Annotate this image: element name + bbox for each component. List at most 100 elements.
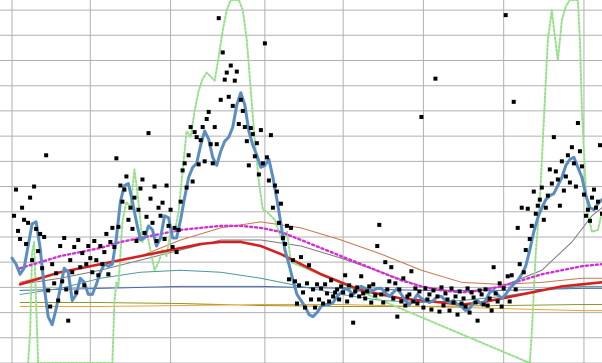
scatter-point-244 bbox=[501, 286, 506, 291]
scatter-point-191 bbox=[395, 314, 400, 319]
scatter-point-188 bbox=[389, 265, 394, 270]
scatter-point-288 bbox=[589, 195, 594, 200]
scatter-point-289 bbox=[591, 187, 596, 192]
scatter-point-109 bbox=[230, 103, 235, 108]
scatter-point-285 bbox=[583, 213, 588, 218]
scatter-point-140 bbox=[292, 279, 297, 284]
scatter-point-184 bbox=[381, 300, 386, 305]
scatter-point-175 bbox=[363, 296, 368, 301]
scatter-point-249 bbox=[511, 99, 516, 104]
scatter-point-104 bbox=[220, 50, 225, 55]
scatter-point-167 bbox=[347, 283, 352, 288]
scatter-point-156 bbox=[325, 291, 330, 296]
scatter-point-100 bbox=[212, 125, 217, 130]
scatter-point-196 bbox=[405, 294, 410, 299]
scatter-point-49 bbox=[110, 225, 115, 230]
scatter-point-160 bbox=[333, 290, 338, 295]
scatter-point-235 bbox=[483, 287, 488, 292]
scatter-point-75 bbox=[162, 236, 167, 241]
scatter-point-179 bbox=[371, 282, 376, 287]
scatter-point-119 bbox=[250, 132, 255, 137]
scatter-point-292 bbox=[597, 143, 602, 148]
scatter-point-204 bbox=[421, 305, 426, 310]
scatter-point-195 bbox=[403, 303, 408, 308]
scatter-point-112 bbox=[236, 122, 241, 127]
scatter-point-11 bbox=[34, 226, 39, 231]
scatter-point-229 bbox=[471, 295, 476, 300]
scatter-point-89 bbox=[190, 179, 195, 184]
scatter-point-9 bbox=[30, 258, 35, 263]
scatter-point-135 bbox=[282, 242, 287, 247]
scatter-point-207 bbox=[427, 292, 432, 297]
scatter-point-146 bbox=[305, 281, 310, 286]
scatter-point-44 bbox=[100, 262, 105, 267]
scatter-point-25 bbox=[62, 235, 67, 240]
scatter-point-98 bbox=[208, 142, 213, 147]
scatter-point-183 bbox=[379, 292, 384, 297]
scatter-point-214 bbox=[441, 303, 446, 308]
scatter-point-91 bbox=[194, 135, 199, 140]
scatter-point-240 bbox=[493, 291, 498, 296]
scatter-point-62 bbox=[136, 207, 141, 212]
scatter-point-82 bbox=[176, 227, 181, 232]
scatter-point-259 bbox=[531, 189, 536, 194]
scatter-point-199 bbox=[411, 299, 416, 304]
scatter-point-53 bbox=[118, 183, 123, 188]
scatter-point-124 bbox=[260, 161, 265, 166]
scatter-point-136 bbox=[284, 223, 289, 228]
scatter-point-277 bbox=[567, 180, 572, 185]
scatter-point-225 bbox=[463, 304, 468, 309]
scatter-point-149 bbox=[311, 287, 316, 292]
scatter-point-153 bbox=[319, 286, 324, 291]
scatter-point-192 bbox=[397, 287, 402, 292]
scatter-point-262 bbox=[537, 197, 542, 202]
scatter-point-280 bbox=[573, 184, 578, 189]
scatter-point-64 bbox=[140, 177, 145, 182]
scatter-point-162 bbox=[337, 297, 342, 302]
scatter-point-115 bbox=[242, 125, 247, 130]
scatter-point-148 bbox=[309, 297, 314, 302]
scatter-point-247 bbox=[507, 299, 512, 304]
scatter-point-206 bbox=[425, 297, 430, 302]
scatter-point-186 bbox=[385, 287, 390, 292]
scatter-point-102 bbox=[216, 16, 221, 21]
scatter-point-118 bbox=[248, 126, 253, 131]
scatter-point-170 bbox=[353, 289, 358, 294]
scatter-point-143 bbox=[299, 255, 303, 260]
scatter-point-31 bbox=[74, 290, 79, 295]
scatter-point-223 bbox=[459, 301, 464, 306]
scatter-point-252 bbox=[517, 262, 522, 267]
scatter-point-142 bbox=[296, 283, 301, 288]
scatter-point-63 bbox=[138, 186, 143, 191]
scatter-point-250 bbox=[513, 287, 518, 292]
scatter-point-4 bbox=[20, 205, 25, 210]
scatter-point-97 bbox=[206, 109, 211, 114]
scatter-point-58 bbox=[128, 205, 133, 210]
scatter-point-273 bbox=[559, 159, 564, 164]
scatter-point-177 bbox=[367, 284, 372, 289]
scatter-point-168 bbox=[349, 293, 354, 298]
scatter-point-203 bbox=[419, 114, 424, 119]
scatter-point-130 bbox=[272, 183, 277, 188]
series-line-thin-orange bbox=[19, 304, 602, 312]
scatter-point-241 bbox=[495, 299, 500, 304]
scatter-point-138 bbox=[288, 225, 293, 230]
scatter-point-270 bbox=[553, 169, 558, 174]
scatter-point-72 bbox=[156, 205, 161, 210]
scatter-point-245 bbox=[503, 13, 508, 18]
scatter-point-141 bbox=[294, 301, 299, 306]
scatter-point-158 bbox=[329, 278, 334, 283]
scatter-point-190 bbox=[393, 281, 398, 286]
scatter-point-113 bbox=[238, 97, 243, 102]
scatter-point-279 bbox=[571, 161, 576, 166]
scatter-point-18 bbox=[48, 304, 53, 309]
scatter-point-46 bbox=[104, 231, 109, 236]
scatter-point-166 bbox=[345, 299, 350, 304]
scatter-point-222 bbox=[457, 289, 462, 294]
scatter-point-71 bbox=[154, 238, 159, 243]
scatter-point-16 bbox=[44, 153, 49, 158]
scatter-point-151 bbox=[315, 282, 320, 287]
scatter-point-291 bbox=[595, 199, 600, 204]
scatter-point-253 bbox=[519, 205, 524, 210]
